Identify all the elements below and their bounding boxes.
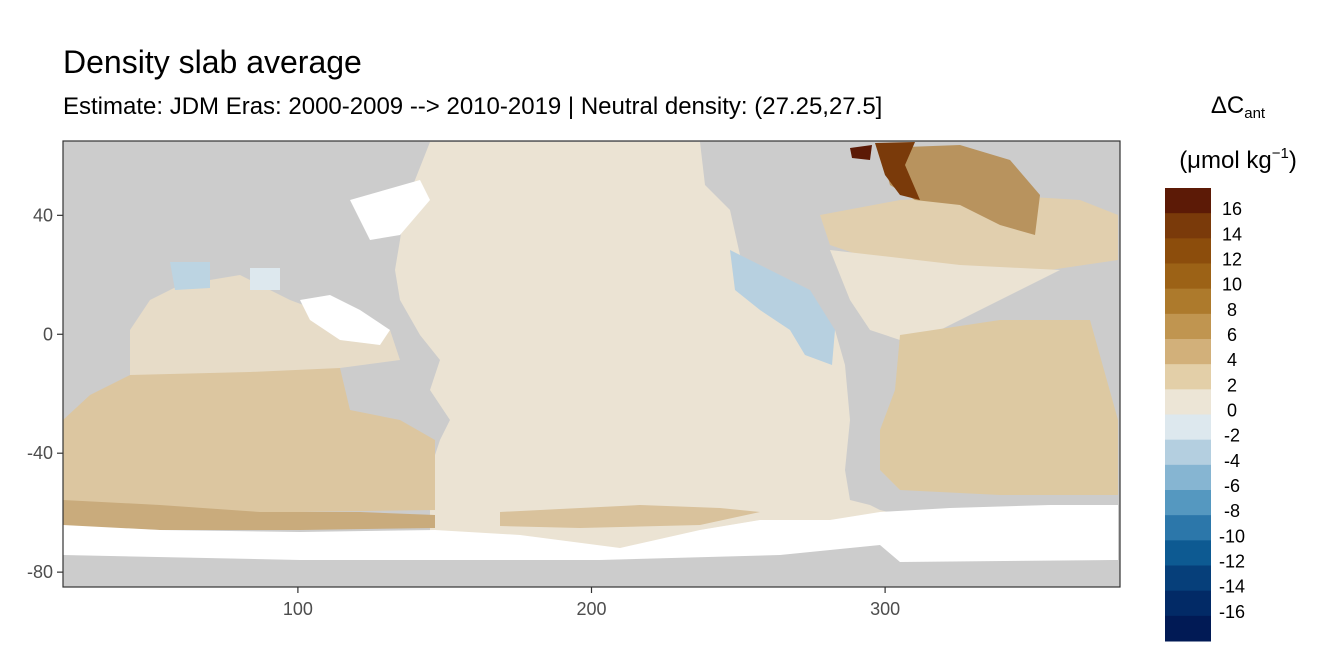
y-tick-label: -80 xyxy=(27,562,53,582)
legend-label: -14 xyxy=(1219,577,1245,597)
y-tick-label: 0 xyxy=(43,324,53,344)
region-antarctica xyxy=(63,555,1118,587)
region-southern-strip xyxy=(63,500,435,530)
region-east-pacific-negative xyxy=(730,250,835,365)
x-tick-label: 200 xyxy=(576,599,606,619)
legend-swatch xyxy=(1165,414,1211,441)
legend-swatch xyxy=(1165,213,1211,239)
legend-swatch xyxy=(1165,288,1211,315)
region-bay-of-bengal xyxy=(250,268,280,290)
region-subpolar-atlantic xyxy=(880,145,1040,235)
legend-swatch xyxy=(1165,540,1211,566)
y-tick-label: 40 xyxy=(33,205,53,225)
ocean-field xyxy=(63,142,1118,587)
region-arabian-negative xyxy=(170,262,210,290)
legend-swatch xyxy=(1165,615,1211,642)
region-indian-south xyxy=(63,368,435,512)
legend-swatch xyxy=(1165,515,1211,541)
region-nodata-northwest-pacific xyxy=(350,180,430,240)
panel-border xyxy=(62,140,1121,588)
legend-label: 16 xyxy=(1222,199,1242,219)
legend-swatch xyxy=(1165,339,1211,365)
legend-label: 14 xyxy=(1222,224,1242,244)
y-tick-label: -40 xyxy=(27,443,53,463)
legend-label: 8 xyxy=(1227,300,1237,320)
region-atlantic-south xyxy=(880,320,1118,495)
region-irminger xyxy=(875,142,920,200)
chart-title: Density slab average xyxy=(63,44,362,80)
x-tick-label: 100 xyxy=(283,599,313,619)
legend-title-unit: (μmol kg−1) xyxy=(1179,145,1297,174)
legend-colorbar xyxy=(1165,188,1211,642)
legend-label: 6 xyxy=(1227,325,1237,345)
region-atlantic-tropical xyxy=(830,250,1060,340)
region-labrador-max xyxy=(850,145,872,160)
legend-label: -16 xyxy=(1219,602,1245,622)
region-nodata-antarctic xyxy=(63,505,1118,562)
chart-subtitle: Estimate: JDM Eras: 2000-2009 --> 2010-2… xyxy=(63,93,883,120)
legend-swatch xyxy=(1165,490,1211,516)
legend-labels: 16 14 12 10 8 6 4 2 0 -2 -4 -6 -8 -10 -12 -14 -16 xyxy=(1219,199,1245,622)
legend-label: 2 xyxy=(1227,375,1237,395)
region-southern-strip-pacific xyxy=(500,505,760,528)
legend-label: -8 xyxy=(1224,501,1240,521)
region-nodata-indonesia xyxy=(300,295,390,345)
region-indian-north xyxy=(130,275,400,385)
region-pacific xyxy=(395,142,900,552)
legend-label: -10 xyxy=(1219,526,1245,546)
legend-title: ΔCant (μmol kg−1) xyxy=(1162,86,1314,181)
legend-label: -12 xyxy=(1219,552,1245,572)
legend-label: -4 xyxy=(1224,451,1240,471)
legend-swatch xyxy=(1165,238,1211,264)
legend-label: 0 xyxy=(1227,401,1237,421)
legend-swatch xyxy=(1165,188,1211,214)
legend-swatch xyxy=(1165,364,1211,390)
legend-swatch xyxy=(1165,313,1211,340)
legend-label: -2 xyxy=(1224,426,1240,446)
legend-swatch xyxy=(1165,263,1211,290)
legend-swatch xyxy=(1165,565,1211,592)
legend-swatch xyxy=(1165,464,1211,491)
legend-label: 12 xyxy=(1222,250,1242,270)
legend-swatch xyxy=(1165,590,1211,617)
legend-title-quantity: ΔCant xyxy=(1210,92,1266,122)
legend-label: -6 xyxy=(1224,476,1240,496)
y-axis: 40 0 -40 -80 xyxy=(27,205,63,582)
region-atlantic-north xyxy=(820,195,1118,270)
legend-swatch xyxy=(1165,439,1211,466)
legend-label: 10 xyxy=(1222,275,1242,295)
x-tick-label: 300 xyxy=(870,599,900,619)
legend-swatch xyxy=(1165,389,1211,415)
legend-label: 4 xyxy=(1227,350,1237,370)
x-axis: 100 200 300 xyxy=(283,587,900,619)
